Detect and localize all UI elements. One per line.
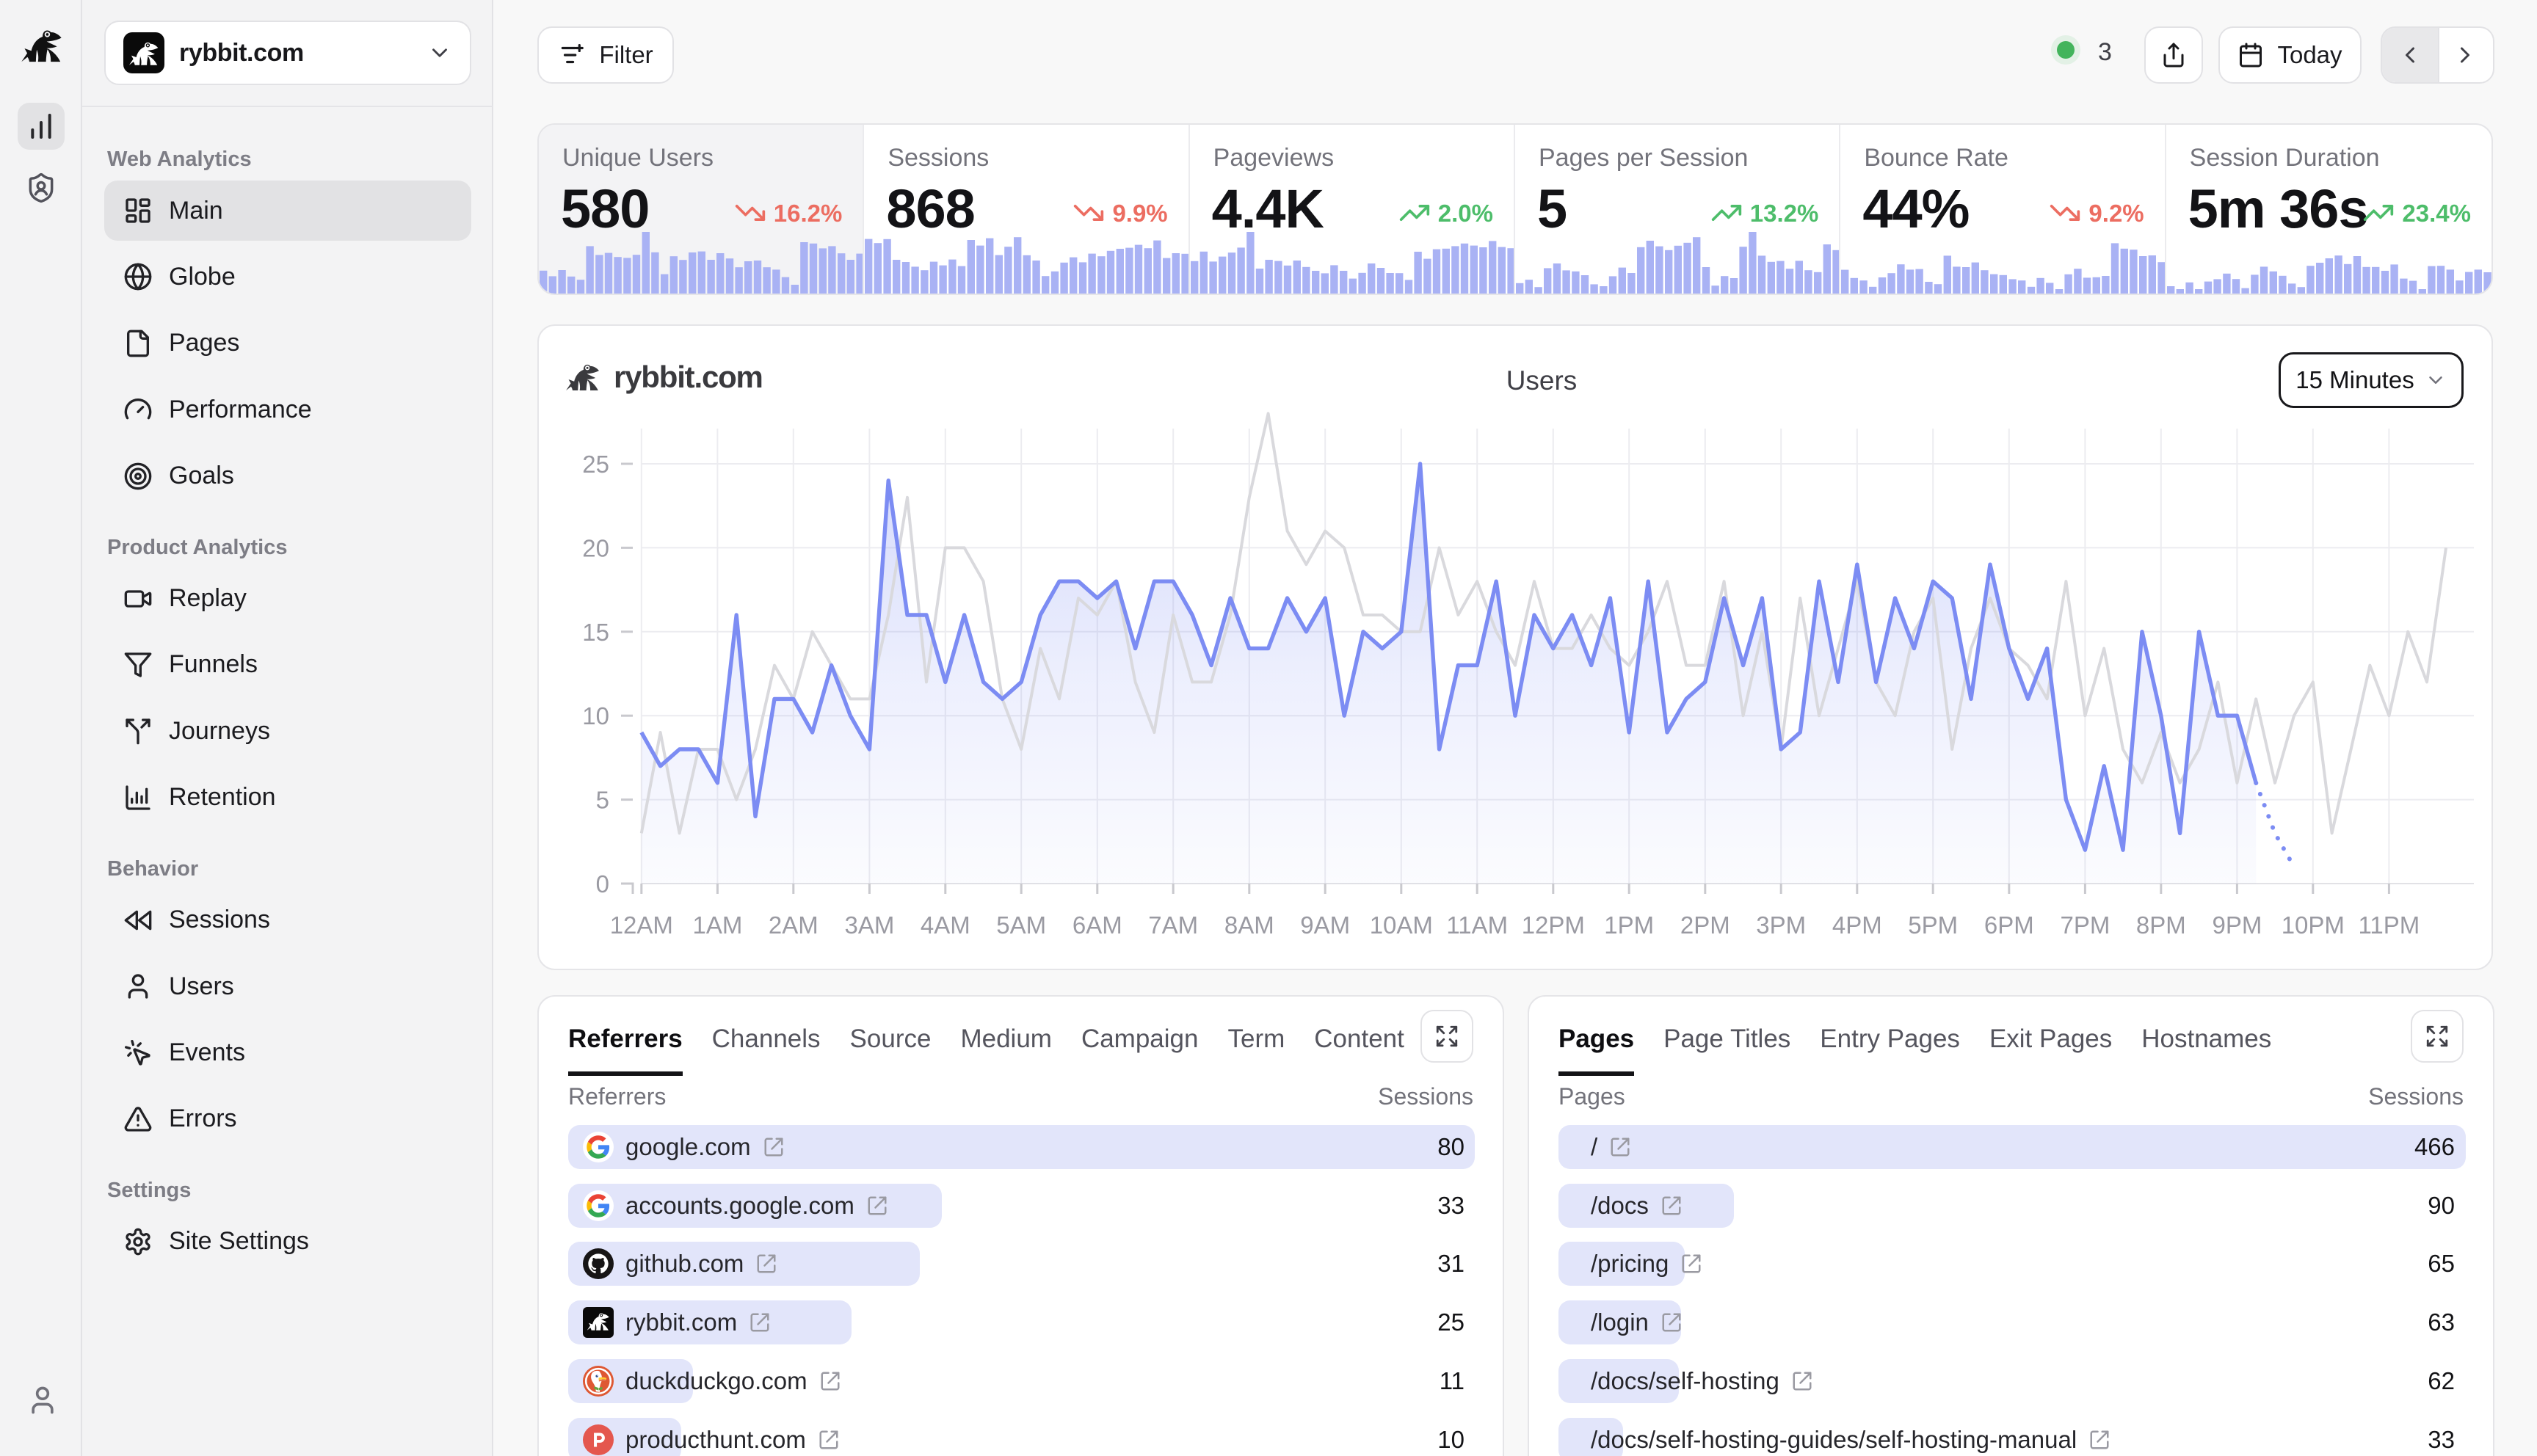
svg-text:3PM: 3PM xyxy=(1756,911,1806,939)
svg-text:5: 5 xyxy=(596,787,609,814)
svg-text:10: 10 xyxy=(582,702,609,729)
svg-text:2AM: 2AM xyxy=(769,911,819,939)
svg-text:9AM: 9AM xyxy=(1300,911,1350,939)
svg-text:2PM: 2PM xyxy=(1680,911,1730,939)
svg-text:8PM: 8PM xyxy=(2136,911,2186,939)
svg-text:9PM: 9PM xyxy=(2212,911,2262,939)
svg-text:6PM: 6PM xyxy=(1984,911,2034,939)
svg-text:7AM: 7AM xyxy=(1148,911,1198,939)
svg-text:1AM: 1AM xyxy=(692,911,742,939)
svg-text:15: 15 xyxy=(582,619,609,646)
svg-text:10PM: 10PM xyxy=(2282,911,2345,939)
svg-text:10AM: 10AM xyxy=(1370,911,1433,939)
svg-text:4PM: 4PM xyxy=(1832,911,1882,939)
svg-text:5AM: 5AM xyxy=(996,911,1046,939)
svg-text:12AM: 12AM xyxy=(610,911,673,939)
svg-text:11PM: 11PM xyxy=(2359,911,2420,939)
svg-text:7PM: 7PM xyxy=(2060,911,2110,939)
svg-text:11AM: 11AM xyxy=(1446,911,1508,939)
svg-text:20: 20 xyxy=(582,534,609,561)
svg-text:5PM: 5PM xyxy=(1908,911,1958,939)
svg-text:1PM: 1PM xyxy=(1604,911,1654,939)
svg-text:25: 25 xyxy=(582,451,609,478)
svg-text:8AM: 8AM xyxy=(1224,911,1274,939)
svg-text:12PM: 12PM xyxy=(1522,911,1585,939)
svg-text:6AM: 6AM xyxy=(1072,911,1122,939)
svg-text:3AM: 3AM xyxy=(844,911,894,939)
svg-text:0: 0 xyxy=(596,870,609,898)
svg-text:4AM: 4AM xyxy=(921,911,970,939)
